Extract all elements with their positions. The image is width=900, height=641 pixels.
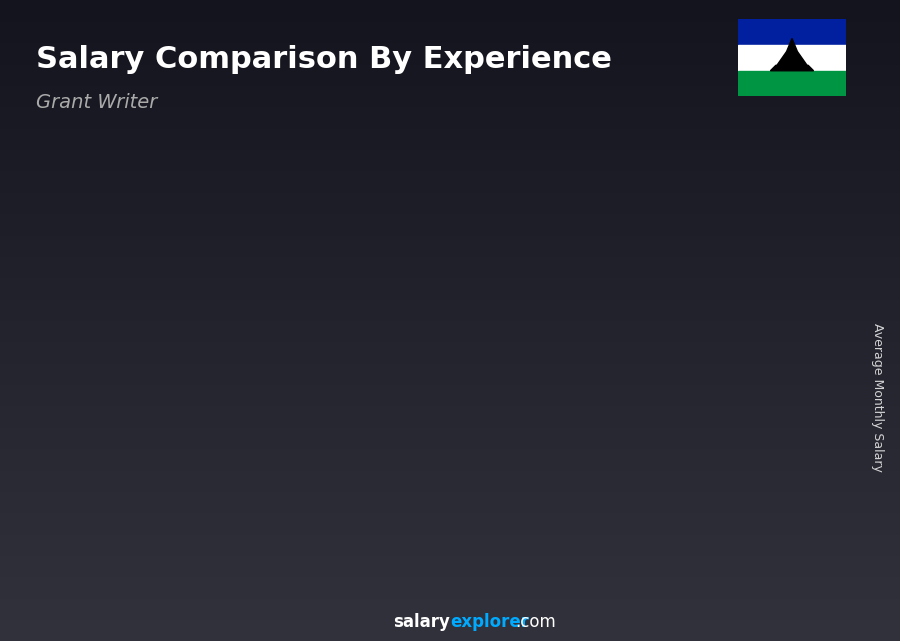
Text: +nan%: +nan%: [285, 322, 351, 340]
Text: explorer: explorer: [450, 613, 529, 631]
Text: 0 LSL: 0 LSL: [296, 361, 338, 375]
Bar: [455, 342, 517, 547]
Text: 0 LSL: 0 LSL: [539, 245, 573, 258]
Text: 0 LSL: 0 LSL: [315, 347, 349, 361]
Text: Grant Writer: Grant Writer: [36, 93, 158, 112]
Polygon shape: [405, 380, 422, 547]
Bar: [738, 45, 846, 71]
Polygon shape: [776, 38, 808, 67]
Polygon shape: [231, 432, 310, 444]
Text: 0 LSL: 0 LSL: [652, 194, 686, 206]
Polygon shape: [518, 329, 534, 547]
Bar: [738, 71, 846, 96]
Text: 0 LSL: 0 LSL: [68, 515, 111, 529]
Text: +nan%: +nan%: [622, 167, 687, 185]
Text: .com: .com: [515, 613, 555, 631]
Polygon shape: [120, 483, 198, 495]
Text: 0 LSL: 0 LSL: [203, 399, 238, 412]
Polygon shape: [680, 226, 758, 238]
Bar: [738, 19, 846, 45]
Polygon shape: [770, 65, 814, 71]
Text: +nan%: +nan%: [174, 373, 239, 391]
Bar: [680, 238, 742, 547]
Polygon shape: [742, 226, 758, 547]
Text: Average Monthly Salary: Average Monthly Salary: [871, 323, 884, 472]
Text: 0 LSL: 0 LSL: [408, 309, 450, 323]
Bar: [344, 393, 405, 547]
Polygon shape: [455, 329, 534, 342]
Text: salary: salary: [393, 613, 450, 631]
Bar: [231, 444, 293, 547]
Text: 0 LSL: 0 LSL: [632, 206, 674, 221]
Text: 0 LSL: 0 LSL: [184, 412, 226, 426]
Text: Salary Comparison By Experience: Salary Comparison By Experience: [36, 45, 612, 74]
Bar: [120, 495, 181, 547]
Text: 0 LSL: 0 LSL: [519, 258, 562, 272]
Polygon shape: [629, 278, 646, 547]
Text: 0 LSL: 0 LSL: [72, 463, 114, 478]
Polygon shape: [181, 483, 198, 547]
Bar: [568, 290, 629, 547]
Bar: [738, 19, 846, 45]
Text: 0 LSL: 0 LSL: [428, 296, 462, 309]
Bar: [738, 45, 846, 71]
Polygon shape: [344, 380, 422, 393]
Text: +nan%: +nan%: [509, 219, 575, 237]
Text: +nan%: +nan%: [398, 270, 464, 288]
Polygon shape: [568, 278, 646, 290]
Bar: [738, 71, 846, 96]
Polygon shape: [293, 432, 310, 547]
